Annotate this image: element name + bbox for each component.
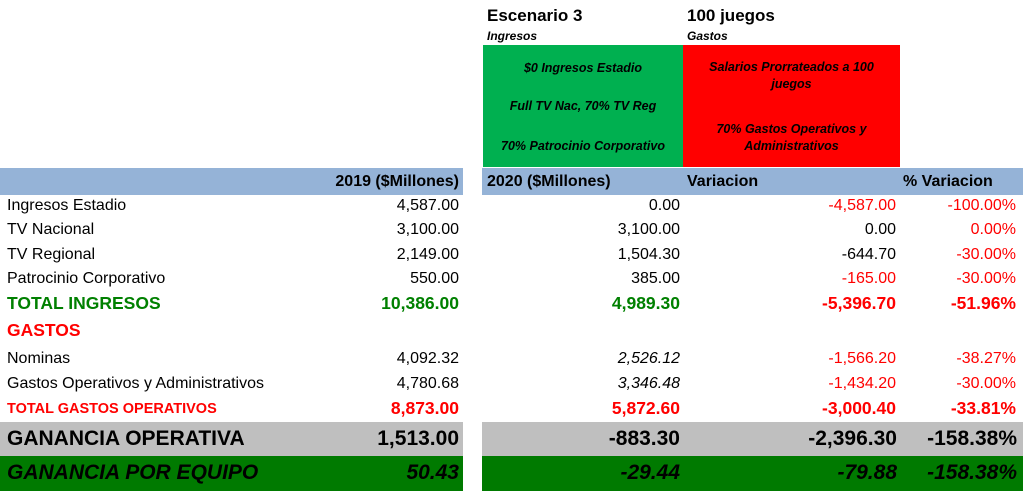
row-2020: 3,100.00 — [617, 221, 680, 238]
row-2020: 0.00 — [648, 197, 680, 214]
row-variacion: -4,587.00 — [828, 197, 896, 214]
total-gastos-2020: 5,872.60 — [611, 398, 680, 418]
ganancia-operativa-pct: -158.38% — [927, 427, 1017, 450]
total-gastos-variacion: -3,000.40 — [822, 398, 896, 418]
row-2019: 550.00 — [410, 270, 459, 287]
ganancia-equipo-label: GANANCIA POR EQUIPO — [7, 461, 259, 484]
total-ingresos-variacion: -5,396.70 — [822, 293, 896, 313]
row-pct: -38.27% — [956, 350, 1016, 367]
scenario-title: Escenario 3 — [487, 6, 583, 25]
row-label: TV Nacional — [7, 221, 95, 238]
row-2019: 3,100.00 — [396, 221, 459, 238]
total-gastos-pct: -33.81% — [950, 398, 1016, 418]
total-ingresos-label: TOTAL INGRESOS — [7, 293, 161, 313]
assumption-stadium: $0 Ingresos Estadio — [523, 61, 643, 75]
header-pct-variacion: % Variacion — [903, 173, 993, 190]
total-gastos-2019: 8,873.00 — [390, 398, 459, 418]
gastos-heading: GASTOS — [7, 320, 81, 340]
row-2020: 385.00 — [631, 270, 680, 287]
row-2019: 4,780.68 — [396, 375, 459, 392]
ganancia-operativa-band-left — [0, 422, 463, 456]
row-pct: -30.00% — [956, 246, 1016, 263]
assumption-salaries: Salarios Prorrateados a 100 juegos — [709, 60, 874, 91]
ganancia-equipo-pct: -158.38% — [927, 461, 1017, 484]
assumption-operating-expenses: 70% Gastos Operativos y Administrativos — [716, 122, 867, 153]
row-2019: 2,149.00 — [396, 246, 459, 263]
header-variacion: Variacion — [687, 173, 759, 190]
total-ingresos-2020: 4,989.30 — [611, 293, 680, 313]
row-variacion: -1,566.20 — [828, 350, 896, 367]
assumption-sponsorship: 70% Patrocinio Corporativo — [501, 139, 665, 153]
gastos-assumptions-box: Salarios Prorrateados a 100 juegos 70% G… — [683, 45, 900, 167]
gastos-label: Gastos — [687, 29, 728, 43]
row-label: TV Regional — [7, 246, 96, 263]
row-2020: 1,504.30 — [617, 246, 680, 263]
row-pct: -30.00% — [956, 375, 1016, 392]
row-variacion: -1,434.20 — [828, 375, 896, 392]
ganancia-operativa-2019: 1,513.00 — [377, 427, 459, 450]
ganancia-operativa-variacion: -2,396.30 — [808, 427, 897, 450]
row-2020: 3,346.48 — [617, 375, 680, 392]
ganancia-equipo-band-right — [482, 456, 1023, 491]
ingresos-label: Ingresos — [487, 29, 538, 43]
ganancia-equipo-variacion: -79.88 — [837, 461, 897, 484]
header-band-left — [0, 168, 463, 195]
row-label: Nominas — [7, 350, 71, 367]
header-band-right — [482, 168, 1023, 195]
row-label: Ingresos Estadio — [7, 197, 127, 214]
row-variacion: -644.70 — [841, 246, 896, 263]
row-2019: 4,092.32 — [396, 350, 459, 367]
row-label: Patrocinio Corporativo — [7, 270, 166, 287]
ingresos-assumptions-box: $0 Ingresos Estadio Full TV Nac, 70% TV … — [483, 45, 683, 167]
row-2020: 2,526.12 — [617, 350, 680, 367]
ganancia-operativa-label: GANANCIA OPERATIVA — [7, 427, 245, 450]
header-2020: 2020 ($Millones) — [487, 173, 611, 190]
ganancia-operativa-2020: -883.30 — [608, 427, 680, 450]
row-variacion: 0.00 — [864, 221, 896, 238]
row-variacion: -165.00 — [841, 270, 896, 287]
row-pct: -30.00% — [956, 270, 1016, 287]
ganancia-equipo-2020: -29.44 — [620, 461, 680, 484]
total-ingresos-2019: 10,386.00 — [381, 293, 459, 313]
ganancia-operativa-band-right — [482, 422, 1023, 456]
row-2019: 4,587.00 — [396, 197, 459, 214]
games-title: 100 juegos — [687, 6, 775, 25]
row-pct: -100.00% — [947, 197, 1017, 214]
ganancia-equipo-2019: 50.43 — [406, 461, 459, 484]
total-ingresos-pct: -51.96% — [950, 293, 1016, 313]
header-2019: 2019 ($Millones) — [335, 173, 459, 190]
ganancia-equipo-band-left — [0, 456, 463, 491]
row-pct: 0.00% — [970, 221, 1016, 238]
total-gastos-label: TOTAL GASTOS OPERATIVOS — [7, 401, 217, 417]
assumption-tv: Full TV Nac, 70% TV Reg — [509, 99, 657, 113]
row-label: Gastos Operativos y Administrativos — [7, 375, 264, 392]
